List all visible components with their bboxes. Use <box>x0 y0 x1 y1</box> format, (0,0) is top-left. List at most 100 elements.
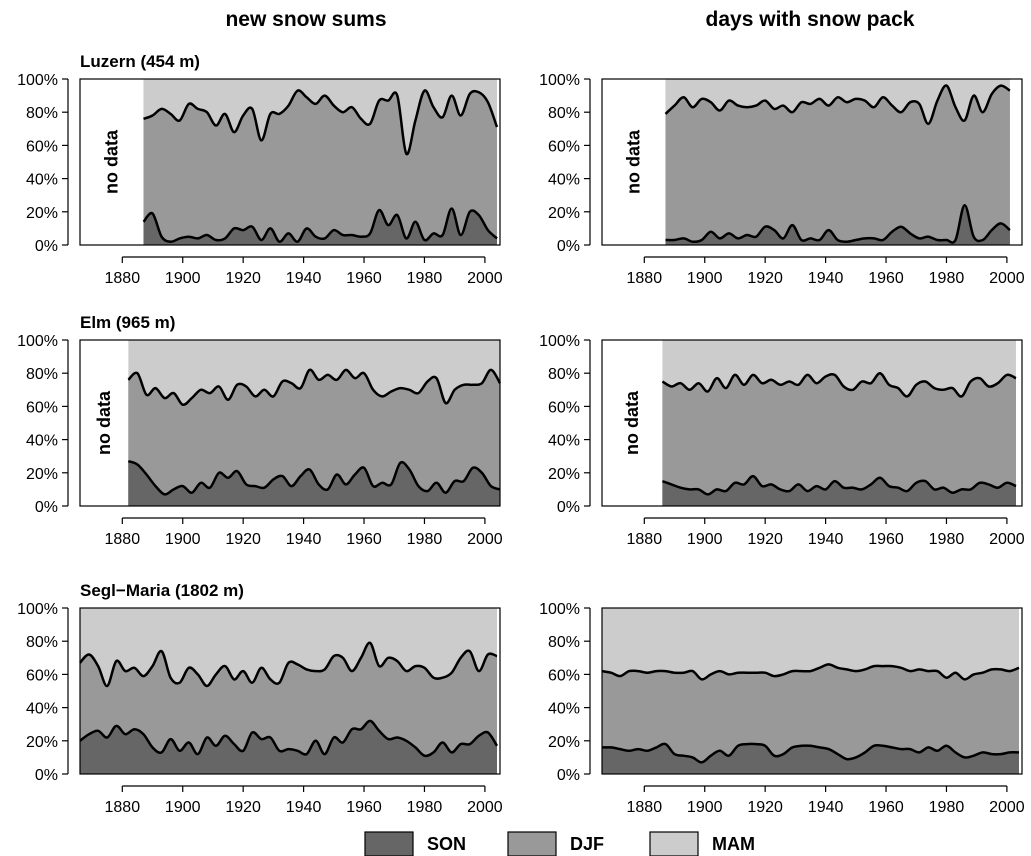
y-tick-label: 80% <box>548 366 580 383</box>
panel-3: Elm (965 m) no data 0% 20% 40% 60% 80% 100% 1880… <box>17 313 503 548</box>
y-tick-label: 20% <box>548 205 580 222</box>
x-tick-label: 1980 <box>407 799 443 816</box>
y-tick-label: 60% <box>548 399 580 416</box>
area-son <box>143 208 497 245</box>
x-tick-label: 1980 <box>407 531 443 548</box>
area-djf <box>662 373 1016 506</box>
legend-item-son: SON <box>364 831 466 856</box>
panel-5: Segl−Maria (1802 m) 0% 20% 40% 60% 80% 100% 188… <box>17 581 503 816</box>
x-tick-label: 1880 <box>627 799 663 816</box>
y-tick-label: 20% <box>548 734 580 751</box>
y-tick-label: 0% <box>35 238 58 255</box>
legend-label: SON <box>427 834 466 854</box>
y-tick-label: 40% <box>548 433 580 450</box>
panel-title: Elm (965 m) <box>80 313 175 332</box>
no-data-label: no data <box>622 390 642 455</box>
x-tick-label: 1900 <box>165 799 201 816</box>
x-tick-label: 2000 <box>467 799 503 816</box>
y-tick-label: 100% <box>17 333 58 350</box>
x-tick-label: 1880 <box>105 799 141 816</box>
x-tick-label: 1980 <box>407 270 443 287</box>
y-axis: 0% 20% 40% 60% 80% 100% <box>17 601 69 784</box>
y-tick-label: 100% <box>539 72 580 89</box>
panel-title: Segl−Maria (1802 m) <box>80 581 244 600</box>
x-axis: 1880 1900 1920 1940 1960 1980 2000 <box>627 256 1025 287</box>
line-son-djf-boundary <box>664 84 1011 126</box>
x-tick-label: 1900 <box>165 270 201 287</box>
area-djf <box>602 664 1019 774</box>
panel-title: Luzern (454 m) <box>80 52 200 71</box>
y-tick-label: 0% <box>35 767 58 784</box>
line-son-djf-boundary <box>661 371 1017 398</box>
line-son-boundary <box>601 742 1020 764</box>
y-tick-label: 0% <box>557 499 580 516</box>
no-data-label: no data <box>94 390 114 455</box>
x-tick-label: 1960 <box>346 531 382 548</box>
x-tick-label: 1940 <box>808 270 844 287</box>
line-son-djf-boundary <box>601 663 1020 681</box>
x-tick-label: 1960 <box>346 799 382 816</box>
y-tick-label: 40% <box>26 433 58 450</box>
x-tick-label: 1920 <box>747 270 783 287</box>
x-axis: 1880 1900 1920 1940 1960 1980 2000 <box>105 517 503 548</box>
y-tick-label: 0% <box>557 238 580 255</box>
x-tick-label: 1920 <box>225 531 261 548</box>
y-tick-label: 100% <box>17 72 58 89</box>
no-data-label: no data <box>102 129 122 194</box>
plot-frame <box>601 607 1023 775</box>
line-son-djf-boundary <box>143 89 499 156</box>
column-title-days-with-snow-pack: days with snow pack <box>706 8 915 31</box>
y-tick-label: 20% <box>548 466 580 483</box>
x-tick-label: 1940 <box>808 531 844 548</box>
y-tick-label: 40% <box>26 172 58 189</box>
y-axis: 0% 20% 40% 60% 80% 100% <box>17 72 69 255</box>
legend-label: MAM <box>712 834 755 854</box>
x-tick-label: 1940 <box>286 270 322 287</box>
panels: Luzern (454 m) no data 0% 20% 40% 60% 80% 100% 1… <box>17 52 1025 816</box>
line-son-boundary <box>142 207 498 243</box>
legend-item-mam: MAM <box>649 831 755 856</box>
x-tick-label: 1920 <box>225 270 261 287</box>
y-tick-label: 0% <box>35 499 58 516</box>
x-tick-label: 2000 <box>989 799 1025 816</box>
line-son-djf-boundary <box>79 641 498 688</box>
panel-4: no data 0% 20% 40% 60% 80% 100% 1880 1900 1920 194… <box>539 333 1025 548</box>
x-tick-label: 1960 <box>868 270 904 287</box>
y-tick-label: 20% <box>26 205 58 222</box>
x-tick-label: 1940 <box>808 799 844 816</box>
area-son <box>128 461 501 506</box>
y-tick-label: 40% <box>26 701 58 718</box>
column-title-new-snow-sums: new snow sums <box>225 8 386 31</box>
no-data-label: no data <box>624 129 644 194</box>
x-tick-label: 1880 <box>105 270 141 287</box>
y-tick-label: 100% <box>539 601 580 618</box>
x-tick-label: 1920 <box>747 799 783 816</box>
area-son <box>80 720 497 774</box>
line-son-djf-boundary <box>127 368 502 407</box>
x-tick-label: 1940 <box>286 799 322 816</box>
x-tick-label: 1900 <box>165 531 201 548</box>
line-son-boundary <box>79 719 499 758</box>
x-tick-label: 1960 <box>868 531 904 548</box>
y-axis: 0% 20% 40% 60% 80% 100% <box>539 601 591 784</box>
legend-swatch <box>507 831 557 856</box>
y-tick-label: 20% <box>26 734 58 751</box>
plot-frame <box>79 339 501 507</box>
x-tick-label: 2000 <box>989 270 1025 287</box>
y-axis: 0% 20% 40% 60% 80% 100% <box>539 333 591 516</box>
x-tick-label: 1920 <box>747 531 783 548</box>
plot-frame <box>79 607 501 775</box>
x-tick-label: 1900 <box>687 799 723 816</box>
plot-frame <box>601 78 1023 246</box>
x-tick-label: 1960 <box>868 799 904 816</box>
y-tick-label: 60% <box>26 667 58 684</box>
line-son-boundary <box>127 459 501 496</box>
x-tick-label: 2000 <box>467 270 503 287</box>
y-tick-label: 80% <box>26 634 58 651</box>
y-tick-label: 0% <box>557 767 580 784</box>
area-djf <box>143 90 497 245</box>
legend-item-djf: DJF <box>507 831 604 856</box>
x-tick-label: 1900 <box>687 270 723 287</box>
y-tick-label: 60% <box>548 667 580 684</box>
